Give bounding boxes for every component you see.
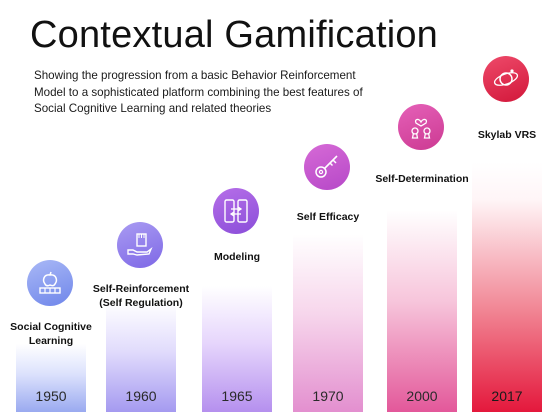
stage-year: 2000 — [406, 388, 438, 404]
stage-bar — [106, 302, 176, 412]
stage-skylab-vrs: Skylab VRS 2017 — [472, 0, 542, 412]
stage-self-reinforcement: Self-Reinforcement (Self Regulation) 196… — [93, 0, 189, 412]
stage-badge — [213, 188, 259, 234]
stage-bar — [16, 344, 86, 412]
stage-badge — [27, 260, 73, 306]
stage-self-determination: Self-Determination 2000 — [375, 0, 469, 412]
stage-label: Self Efficacy — [296, 211, 360, 223]
apple-bar-icon — [39, 271, 61, 294]
stage-bar — [472, 162, 542, 412]
heart-keyholes-icon — [411, 118, 431, 139]
stage-year: 1950 — [35, 388, 67, 404]
stage-label: Social Cognitive Learning — [10, 321, 92, 347]
key-icon — [315, 155, 338, 178]
stage-year: 1965 — [221, 388, 253, 404]
stage-year: 1970 — [312, 388, 344, 404]
stage-self-efficacy: Self Efficacy 1970 — [293, 0, 363, 412]
stage-bar — [202, 286, 272, 412]
hand-card-icon — [127, 233, 153, 256]
stage-badge — [304, 144, 350, 190]
stage-year: 1960 — [125, 388, 157, 404]
stage-label: Self-Reinforcement (Self Regulation) — [92, 283, 190, 309]
orbit-icon — [493, 69, 519, 86]
page-subtitle: Showing the progression from a basic Beh… — [34, 69, 363, 115]
swap-devices-icon — [224, 199, 248, 223]
stage-badge — [483, 56, 529, 102]
stage-social-cognitive-learning: Social Cognitive Learning 1950 — [10, 0, 92, 412]
stage-year: 2017 — [491, 388, 523, 404]
stage-label: Skylab VRS — [477, 129, 537, 141]
stage-bar — [387, 210, 457, 412]
stage-badge — [117, 222, 163, 268]
stage-label: Self-Determination — [375, 173, 469, 185]
stage-badge — [398, 104, 444, 150]
page-title: Contextual Gamification — [30, 14, 439, 56]
stage-modeling: Modeling 1965 — [202, 0, 272, 412]
stage-label: Modeling — [213, 251, 261, 263]
stage-bar — [293, 234, 363, 412]
